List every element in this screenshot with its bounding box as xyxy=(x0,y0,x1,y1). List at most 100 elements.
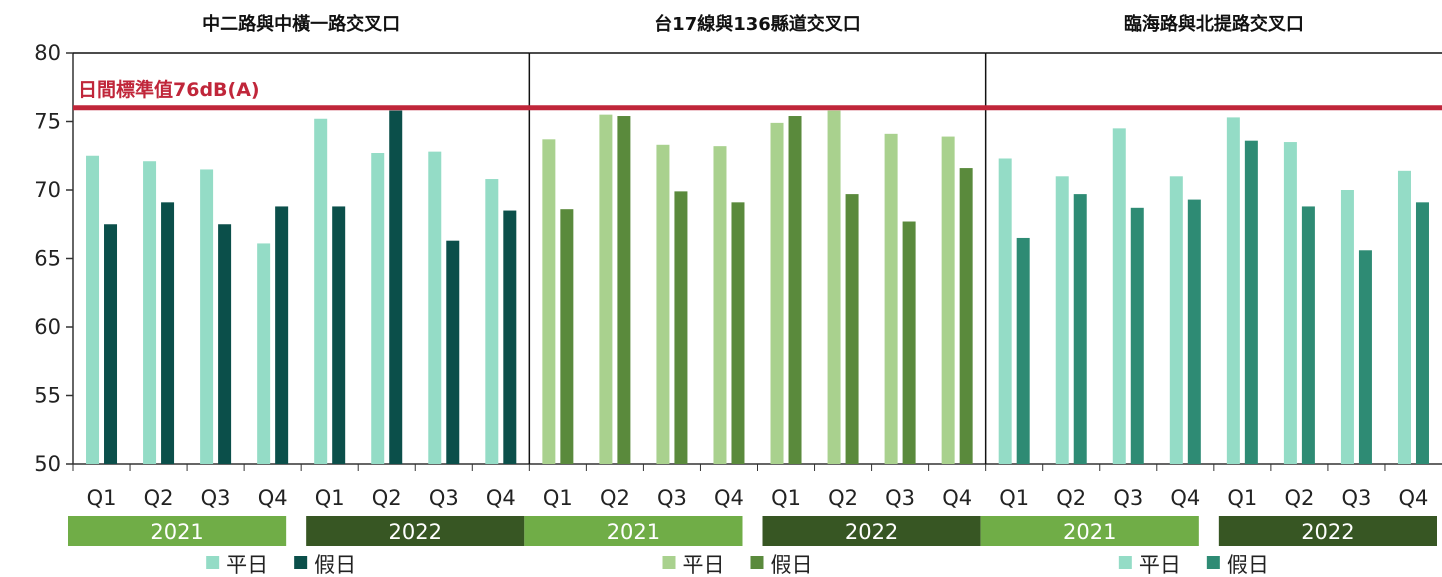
bar xyxy=(902,221,916,464)
bar xyxy=(1397,170,1411,464)
bar xyxy=(275,206,289,464)
year-label: 2021 xyxy=(607,520,660,544)
bar xyxy=(503,210,517,464)
y-tick-label: 55 xyxy=(34,384,61,408)
bar xyxy=(314,118,328,464)
legend-label: 平日 xyxy=(683,553,725,577)
bar xyxy=(200,169,214,464)
x-category-label: Q4 xyxy=(1399,486,1429,510)
y-tick-label: 65 xyxy=(34,247,61,271)
bar xyxy=(560,209,574,464)
bar xyxy=(161,202,175,464)
year-label: 2021 xyxy=(150,520,203,544)
bar xyxy=(257,243,271,464)
x-category-label: Q2 xyxy=(828,486,858,510)
bar xyxy=(845,194,859,465)
bar xyxy=(617,116,631,465)
x-category-label: Q2 xyxy=(600,486,630,510)
year-band xyxy=(980,516,1199,546)
year-band xyxy=(762,516,981,546)
year-label: 2022 xyxy=(1301,520,1354,544)
bar xyxy=(1283,142,1297,465)
bar xyxy=(446,240,460,464)
bar xyxy=(884,133,898,464)
bar xyxy=(770,122,784,465)
x-category-label: Q2 xyxy=(1056,486,1086,510)
bar xyxy=(371,153,385,464)
y-tick-label: 60 xyxy=(34,315,61,339)
x-category-label: Q3 xyxy=(201,486,231,510)
legend-label: 假日 xyxy=(314,553,356,577)
year-band xyxy=(306,516,525,546)
bar xyxy=(485,179,499,465)
bar xyxy=(713,146,727,464)
bar xyxy=(1016,237,1030,464)
bar xyxy=(674,191,688,464)
legend-swatch xyxy=(294,556,308,569)
x-category-label: Q4 xyxy=(486,486,516,510)
x-category-label: Q3 xyxy=(429,486,459,510)
legend-label: 假日 xyxy=(1227,553,1269,577)
bar xyxy=(656,144,670,465)
bar xyxy=(104,224,118,464)
bar xyxy=(941,136,955,464)
bar xyxy=(998,158,1012,465)
bar xyxy=(1055,176,1069,465)
panel-title: 台17線與136縣道交叉口 xyxy=(654,13,861,35)
year-label: 2021 xyxy=(1063,520,1116,544)
x-category-label: Q1 xyxy=(999,486,1029,510)
bar xyxy=(1340,190,1354,464)
panel-title: 臨海路與北提路交叉口 xyxy=(1124,13,1304,35)
bar xyxy=(1169,176,1183,465)
legend-swatch xyxy=(750,556,764,569)
bar xyxy=(1130,207,1144,464)
y-tick-label: 75 xyxy=(34,110,61,134)
bar xyxy=(1073,194,1087,465)
x-category-label: Q3 xyxy=(885,486,915,510)
x-category-label: Q1 xyxy=(87,486,117,510)
legend-swatch xyxy=(1206,556,1220,569)
x-category-label: Q2 xyxy=(1284,486,1314,510)
bar xyxy=(428,151,442,464)
bar xyxy=(731,202,745,464)
x-category-label: Q4 xyxy=(1170,486,1200,510)
bar xyxy=(143,161,157,465)
bar xyxy=(959,168,973,464)
x-category-label: Q2 xyxy=(372,486,402,510)
bar xyxy=(1226,117,1240,464)
bar xyxy=(788,116,802,465)
x-category-label: Q3 xyxy=(657,486,687,510)
bar xyxy=(389,110,403,464)
year-band xyxy=(1218,516,1437,546)
legend-swatch xyxy=(206,556,220,569)
bar xyxy=(1112,128,1126,464)
bar xyxy=(332,206,346,464)
x-category-label: Q3 xyxy=(1341,486,1371,510)
x-category-label: Q1 xyxy=(771,486,801,510)
legend-label: 平日 xyxy=(226,553,268,577)
x-category-label: Q1 xyxy=(543,486,573,510)
year-band xyxy=(68,516,287,546)
year-label: 2022 xyxy=(845,520,898,544)
legend-swatch xyxy=(1118,556,1132,569)
y-tick-label: 70 xyxy=(34,178,61,202)
bar xyxy=(827,110,841,464)
bar xyxy=(1358,250,1372,464)
panel-title: 中二路與中橫一路交叉口 xyxy=(202,13,400,35)
year-label: 2022 xyxy=(389,520,442,544)
x-category-label: Q4 xyxy=(258,486,288,510)
bar xyxy=(1187,199,1201,464)
year-band xyxy=(524,516,743,546)
bar xyxy=(218,224,232,464)
legend-label: 假日 xyxy=(771,553,813,577)
bar xyxy=(1244,140,1258,464)
y-tick-label: 80 xyxy=(34,41,61,65)
bar xyxy=(599,114,613,465)
bar xyxy=(1301,206,1315,464)
bar xyxy=(1415,202,1429,464)
x-category-label: Q4 xyxy=(942,486,972,510)
bar xyxy=(542,139,556,464)
x-category-label: Q4 xyxy=(714,486,744,510)
bar xyxy=(86,155,100,464)
